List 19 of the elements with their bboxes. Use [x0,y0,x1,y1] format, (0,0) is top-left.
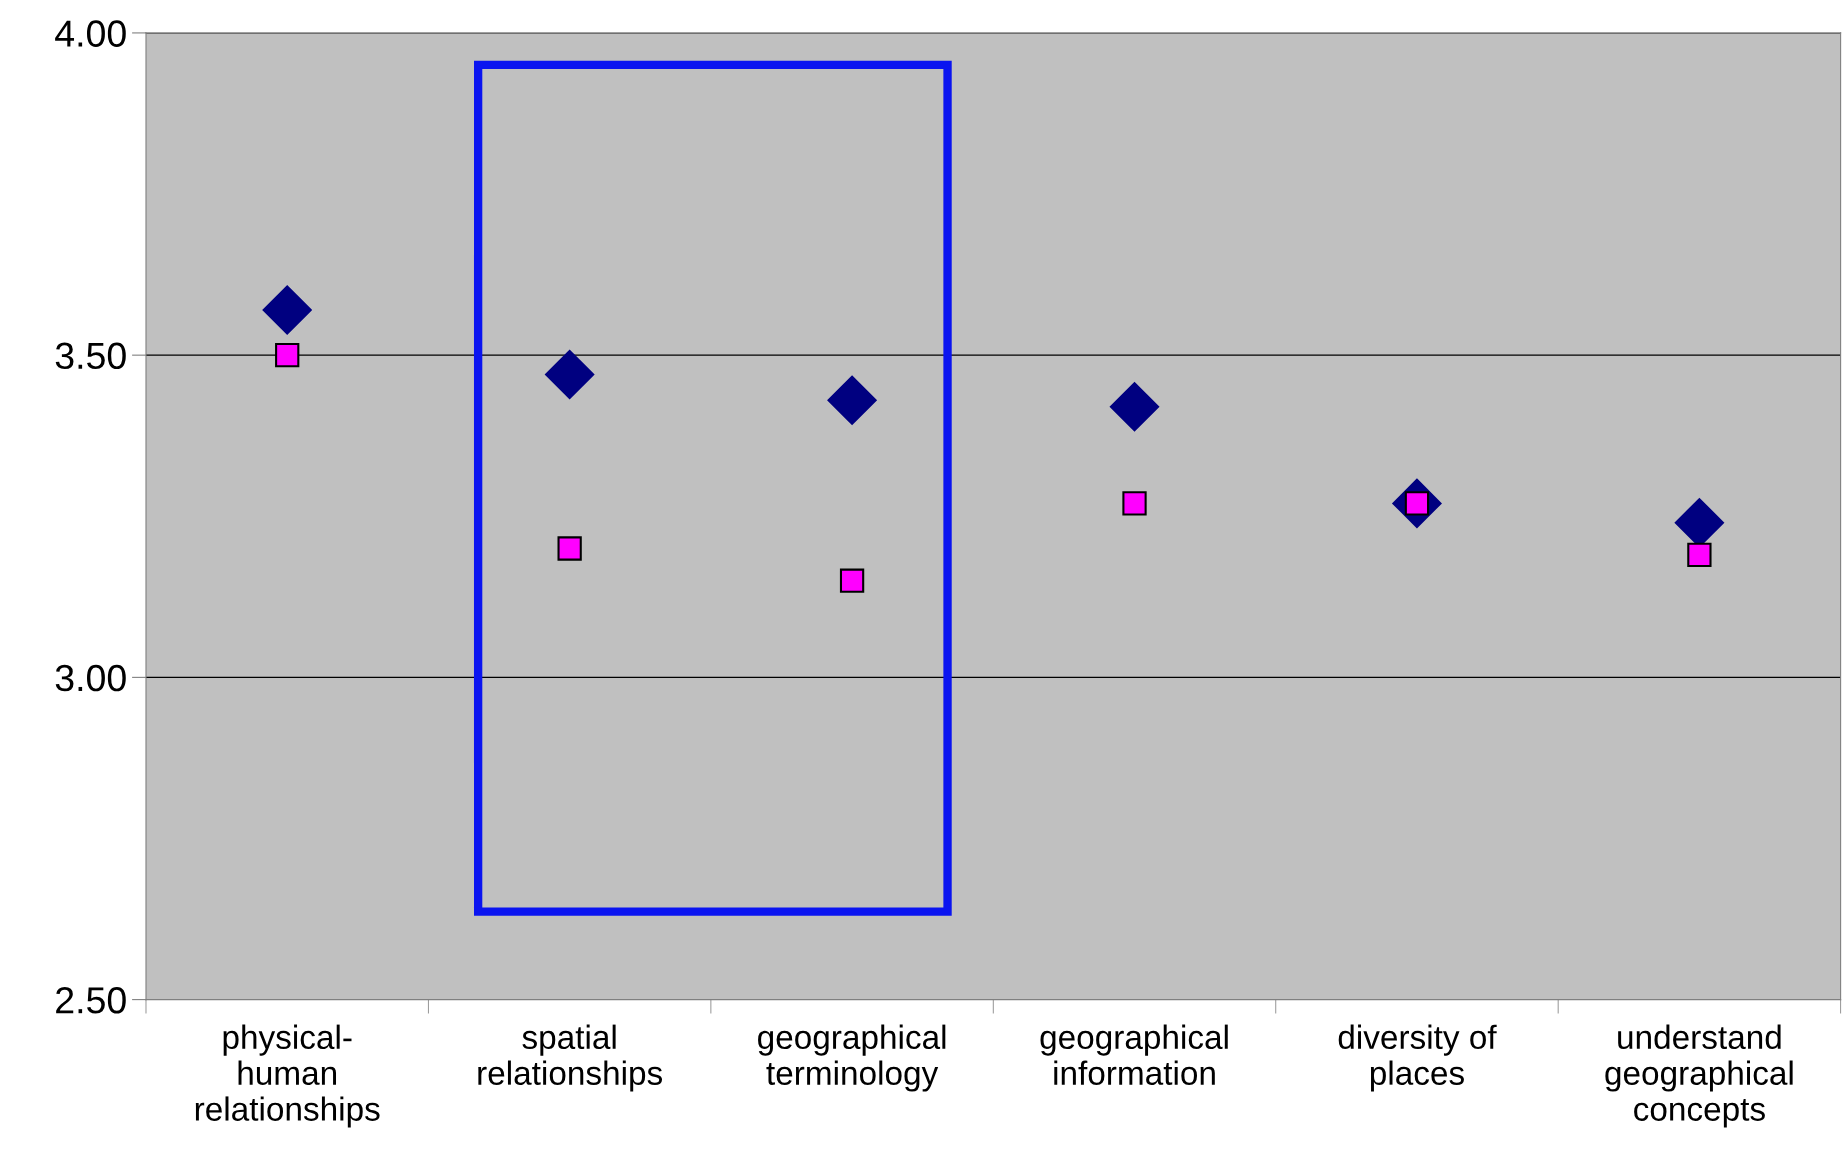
x-tick-label: spatial relationships [478,1024,663,1092]
point [275,343,300,368]
point [545,349,595,400]
x-tick-label: geographical terminology [758,1024,946,1092]
point [1122,491,1147,516]
x-tick-label: physical- human relationships [195,1024,380,1128]
y-tick-label: 2.50 [56,987,126,1014]
y-tick-label: 3.00 [55,664,126,692]
y-tick-label: 3.50 [55,342,126,370]
point [262,285,312,335]
x-tick-label: understand geographical concepts [1605,1024,1793,1128]
point [827,375,877,425]
x-tick-label: diversity of places [1338,1024,1497,1092]
point [1109,382,1160,432]
point [557,536,582,561]
y-tick-label: 4.00 [55,20,126,47]
x-tick-label: geographical information [1040,1024,1228,1085]
point [839,568,865,593]
point [1687,542,1712,568]
